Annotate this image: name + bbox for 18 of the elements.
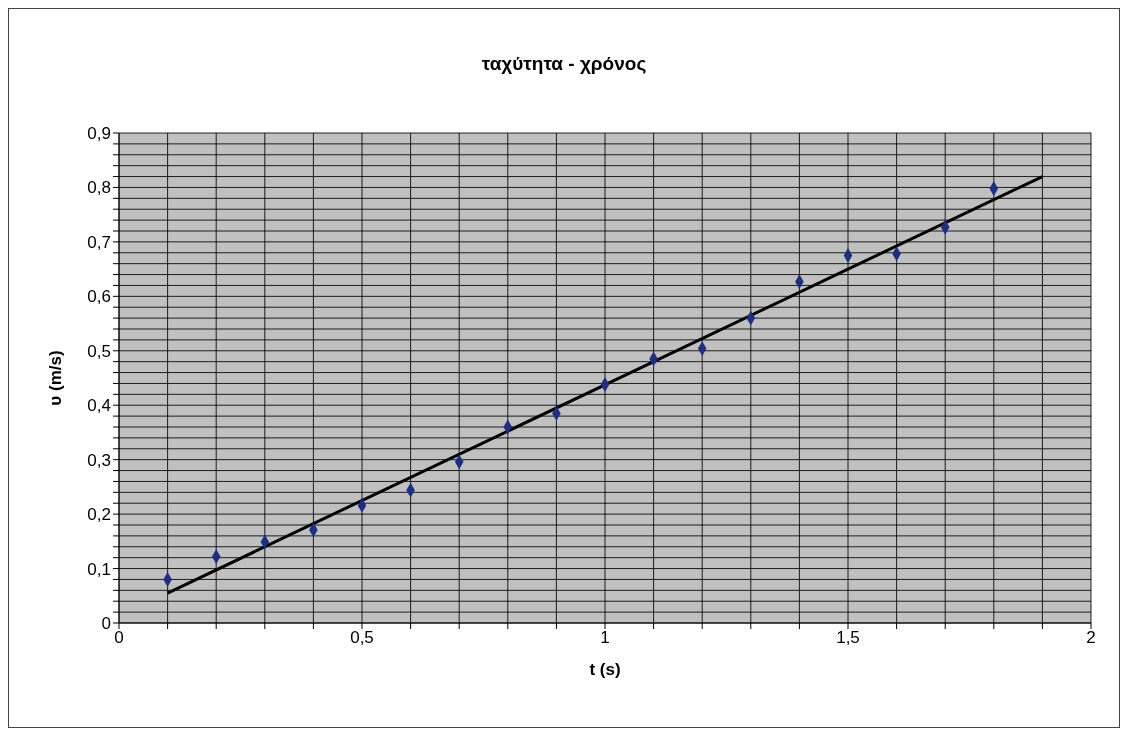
y-tick-label: 0,5 xyxy=(87,341,111,361)
x-tick-label: 0,5 xyxy=(350,628,374,648)
y-tick-label: 0 xyxy=(101,614,111,634)
chart-title: ταχύτητα - χρόνος xyxy=(480,52,648,76)
y-tick-label: 0,2 xyxy=(87,505,111,525)
y-tick-label: 0,3 xyxy=(87,450,111,470)
y-tick-label: 0,8 xyxy=(87,178,111,198)
x-tick-label: 0 xyxy=(114,628,124,648)
x-tick-label: 2 xyxy=(1086,628,1096,648)
y-tick-label: 0,1 xyxy=(87,559,111,579)
y-tick-label: 0,7 xyxy=(87,232,111,252)
y-tick-label: 0,4 xyxy=(87,396,111,416)
y-tick-label: 0,9 xyxy=(87,124,111,144)
y-tick-label: 0,6 xyxy=(87,287,111,307)
x-axis-title: t (s) xyxy=(589,660,621,679)
x-tick-label: 1 xyxy=(600,628,610,648)
y-axis-title: υ (m/s) xyxy=(46,350,66,406)
x-tick-label: 1,5 xyxy=(836,628,860,648)
